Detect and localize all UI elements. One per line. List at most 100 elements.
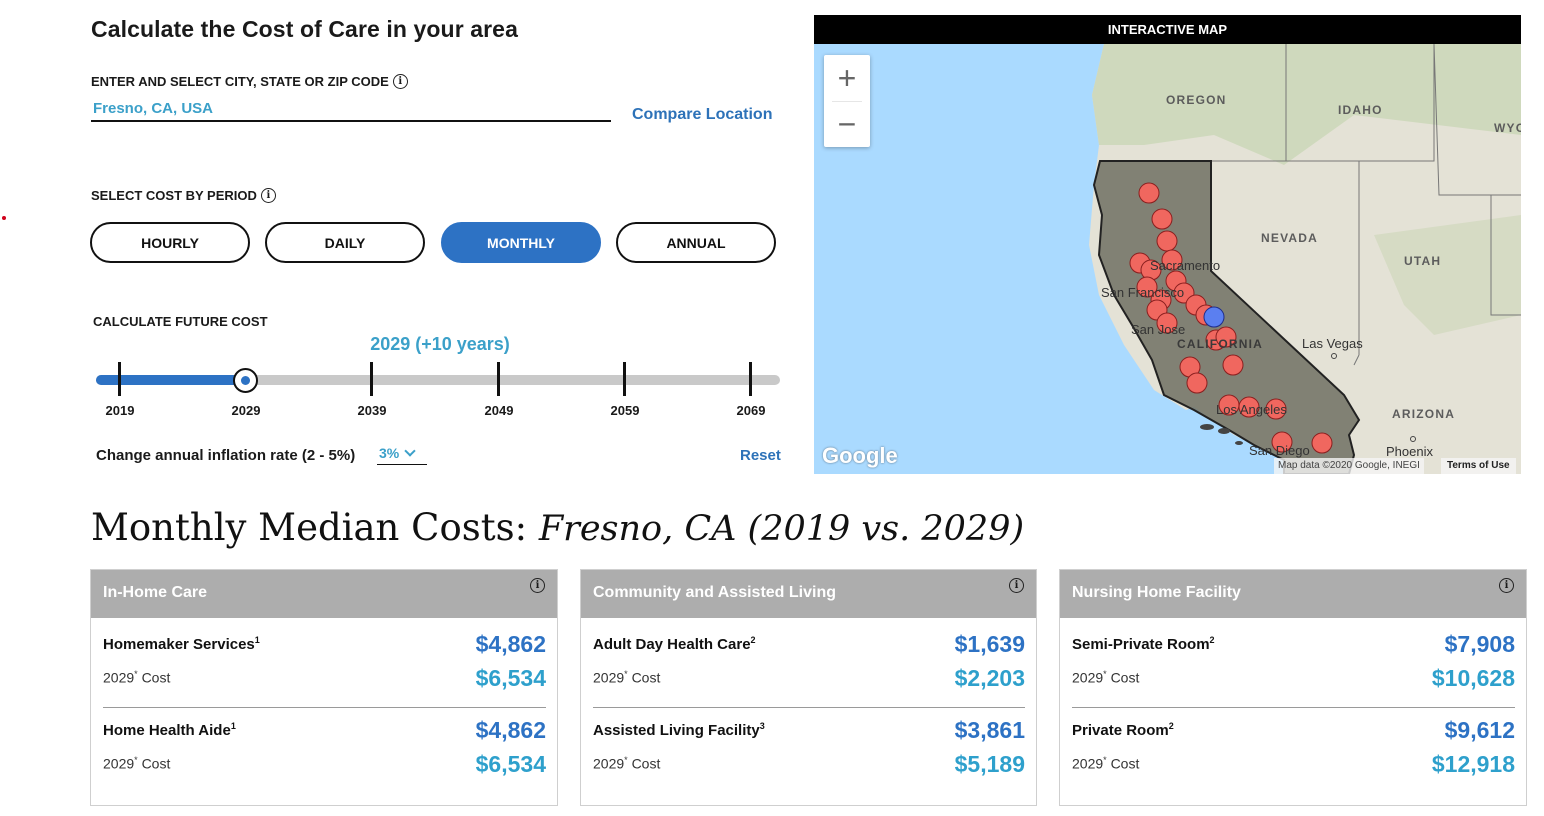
footnote-marker: 1 (230, 721, 236, 731)
service-name: Assisted Living Facility3 (593, 721, 765, 739)
state-label-nevada: NEVADA (1261, 231, 1318, 245)
reset-link[interactable]: Reset (740, 447, 781, 464)
city-label-sacramento: Sacramento (1150, 258, 1221, 273)
future-year-value: 2029 (+10 years) (370, 334, 510, 354)
slider-tick (118, 362, 121, 396)
service-name-text: Home Health Aide (103, 722, 231, 739)
location-marker (1218, 394, 1240, 416)
footnote-marker: 2 (1209, 635, 1215, 645)
city-input[interactable] (91, 96, 611, 122)
service-name: Home Health Aide1 (103, 721, 236, 739)
slider-tick (623, 362, 626, 396)
period-annual-button[interactable]: ANNUAL (616, 222, 776, 263)
footnote-marker: 1 (254, 635, 260, 645)
inflation-label: Change annual inflation rate (2 - 5%) (96, 447, 356, 464)
future-cost-label: 2029* Cost (593, 669, 660, 686)
card-header: Community and Assisted Living i (581, 570, 1036, 618)
compare-location-link[interactable]: Compare Location (632, 106, 773, 123)
location-marker (1140, 259, 1162, 281)
city-dot-las-vegas (1331, 353, 1337, 359)
zoom-in-button[interactable]: + (837, 59, 857, 96)
future-cost-label: CALCULATE FUTURE COST (93, 314, 268, 329)
state-borders (1099, 43, 1521, 366)
cost-card-community-assisted-living: Community and Assisted Living i Adult Da… (580, 569, 1037, 806)
info-icon[interactable]: i (392, 74, 408, 90)
year-slider-fill (96, 375, 246, 385)
terms-of-use-link[interactable]: Terms of Use (1441, 458, 1516, 474)
page-title: Calculate the Cost of Care in your area (91, 16, 518, 42)
zoom-divider (832, 101, 862, 102)
future-year: 2029 (1072, 669, 1104, 686)
location-marker (1156, 312, 1178, 334)
location-marker (1186, 372, 1208, 394)
service-cost-current: $4,862 (475, 717, 546, 743)
chevron-down-icon (404, 445, 416, 457)
cost-card-nursing-home: Nursing Home Facility i Semi-Private Roo… (1059, 569, 1527, 806)
card-header: In-Home Care i (91, 570, 557, 618)
interactive-map[interactable]: INTERACTIVE MAP OREGON IDAHO WYO NEVADA … (814, 15, 1521, 474)
future-cost-label: 2029* Cost (103, 669, 170, 686)
period-hourly-button[interactable]: HOURLY (90, 222, 250, 263)
city-label-los-angeles: Los Angeles (1216, 402, 1287, 417)
service-cost-current: $9,612 (1444, 717, 1515, 743)
service-cost-current: $4,862 (475, 631, 546, 657)
year-tick-label: 2039 (357, 403, 387, 418)
results-heading-location: Fresno, CA (2019 vs. 2029) (538, 509, 1025, 549)
service-name: Private Room2 (1072, 721, 1174, 739)
city-label: ENTER AND SELECT CITY, STATE OR ZIP CODE… (91, 74, 408, 90)
red-dot-marker (2, 216, 6, 220)
service-cost-current: $1,639 (954, 631, 1025, 657)
future-year: 2029 (593, 755, 625, 772)
future-cost-suffix: Cost (1110, 755, 1140, 772)
card-title: In-Home Care (103, 584, 208, 601)
city-label-san-jose: San Jose (1131, 322, 1186, 337)
service-name-text: Adult Day Health Care (593, 636, 751, 653)
card-title: Community and Assisted Living (593, 584, 836, 601)
future-year: 2029 (103, 755, 135, 772)
city-label-las-vegas: Las Vegas (1302, 336, 1363, 351)
info-icon[interactable]: i (530, 578, 545, 593)
inflation-rate-value: 3% (379, 445, 400, 461)
location-marker (1156, 230, 1178, 252)
footnote-marker: * (134, 669, 138, 679)
future-cost-suffix: Cost (631, 755, 661, 772)
period-daily-button[interactable]: DAILY (265, 222, 425, 263)
footnote-marker: * (1103, 669, 1107, 679)
zoom-out-button[interactable]: − (837, 105, 857, 142)
service-cost-future: $5,189 (954, 751, 1025, 777)
inflation-rate-select[interactable]: 3% (377, 445, 427, 465)
info-icon[interactable]: i (260, 188, 276, 204)
future-cost-label: 2029* Cost (1072, 755, 1139, 772)
location-marker (1215, 326, 1237, 348)
state-label-utah: UTAH (1404, 254, 1442, 268)
period-monthly-button[interactable]: MONTHLY (441, 222, 601, 263)
location-marker (1151, 208, 1173, 230)
map-canvas[interactable] (814, 15, 1521, 474)
info-icon[interactable]: i (1009, 578, 1024, 593)
service-name-text: Assisted Living Facility (593, 722, 760, 739)
map-header: INTERACTIVE MAP (814, 15, 1521, 44)
city-label-phoenix: Phoenix (1386, 444, 1433, 459)
service-cost-future: $6,534 (475, 665, 546, 691)
year-tick-label: 2049 (484, 403, 514, 418)
card-divider (593, 707, 1025, 708)
year-slider-track[interactable] (96, 375, 780, 385)
service-cost-future: $2,203 (954, 665, 1025, 691)
service-cost-current: $7,908 (1444, 631, 1515, 657)
location-marker (1311, 432, 1333, 454)
location-marker (1222, 354, 1244, 376)
state-label-arizona: ARIZONA (1392, 407, 1456, 421)
service-cost-future: $6,534 (475, 751, 546, 777)
card-header: Nursing Home Facility i (1060, 570, 1526, 618)
period-label-text: SELECT COST BY PERIOD (91, 188, 257, 203)
year-slider-handle[interactable] (233, 368, 258, 393)
forest-area (1374, 215, 1521, 335)
info-icon[interactable]: i (1499, 578, 1514, 593)
service-name-text: Semi-Private Room (1072, 636, 1210, 653)
service-name: Adult Day Health Care2 (593, 635, 756, 653)
island (1200, 424, 1214, 430)
map-attribution: Map data ©2020 Google, INEGI (1274, 458, 1424, 474)
future-year: 2029 (103, 669, 135, 686)
slider-tick (749, 362, 752, 396)
period-label: SELECT COST BY PERIOD i (91, 188, 276, 204)
